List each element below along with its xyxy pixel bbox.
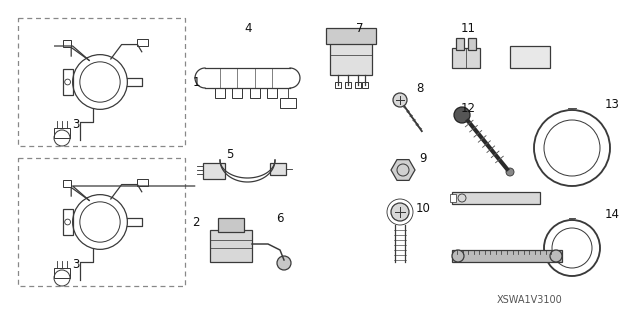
Bar	[63, 180, 71, 188]
Bar	[63, 40, 71, 48]
Text: 6: 6	[276, 211, 284, 225]
Text: XSWA1V3100: XSWA1V3100	[497, 295, 563, 305]
Bar	[355, 82, 361, 88]
Bar	[326, 28, 376, 44]
Circle shape	[454, 107, 470, 123]
Bar	[138, 39, 148, 46]
Bar	[362, 82, 368, 88]
Bar	[54, 128, 70, 138]
Text: 14: 14	[605, 209, 620, 221]
Bar	[345, 82, 351, 88]
Circle shape	[393, 93, 407, 107]
Bar	[452, 192, 540, 204]
Bar	[63, 69, 73, 95]
Circle shape	[452, 250, 464, 262]
Bar	[510, 46, 550, 68]
Bar	[450, 194, 456, 202]
Bar	[267, 88, 277, 98]
Bar	[54, 268, 70, 278]
Bar	[203, 163, 225, 179]
Text: 1: 1	[192, 76, 200, 88]
Bar	[210, 230, 252, 262]
Text: 13: 13	[605, 99, 620, 112]
Circle shape	[506, 168, 514, 176]
Bar	[63, 209, 73, 235]
Bar	[232, 88, 242, 98]
Bar	[218, 218, 244, 232]
Bar	[452, 48, 480, 68]
Bar	[456, 38, 464, 50]
Text: 11: 11	[461, 21, 476, 34]
Text: 9: 9	[419, 152, 427, 165]
Text: 7: 7	[356, 21, 364, 34]
Text: 10: 10	[415, 202, 431, 214]
Text: 5: 5	[227, 149, 234, 161]
Bar	[250, 88, 260, 98]
Bar	[335, 82, 341, 88]
Text: 4: 4	[244, 21, 252, 34]
Bar	[138, 179, 148, 186]
Circle shape	[277, 256, 291, 270]
Text: 8: 8	[416, 81, 424, 94]
Text: 12: 12	[461, 101, 476, 115]
Text: 2: 2	[192, 216, 200, 228]
Bar	[18, 18, 185, 146]
Bar	[215, 88, 225, 98]
Bar	[330, 35, 372, 75]
Bar	[468, 38, 476, 50]
Bar	[18, 158, 185, 286]
Text: 3: 3	[72, 118, 80, 131]
Circle shape	[550, 250, 562, 262]
Bar	[452, 250, 562, 262]
Bar	[270, 163, 286, 175]
Circle shape	[391, 203, 409, 221]
Bar	[280, 98, 296, 108]
Text: 3: 3	[72, 258, 80, 271]
